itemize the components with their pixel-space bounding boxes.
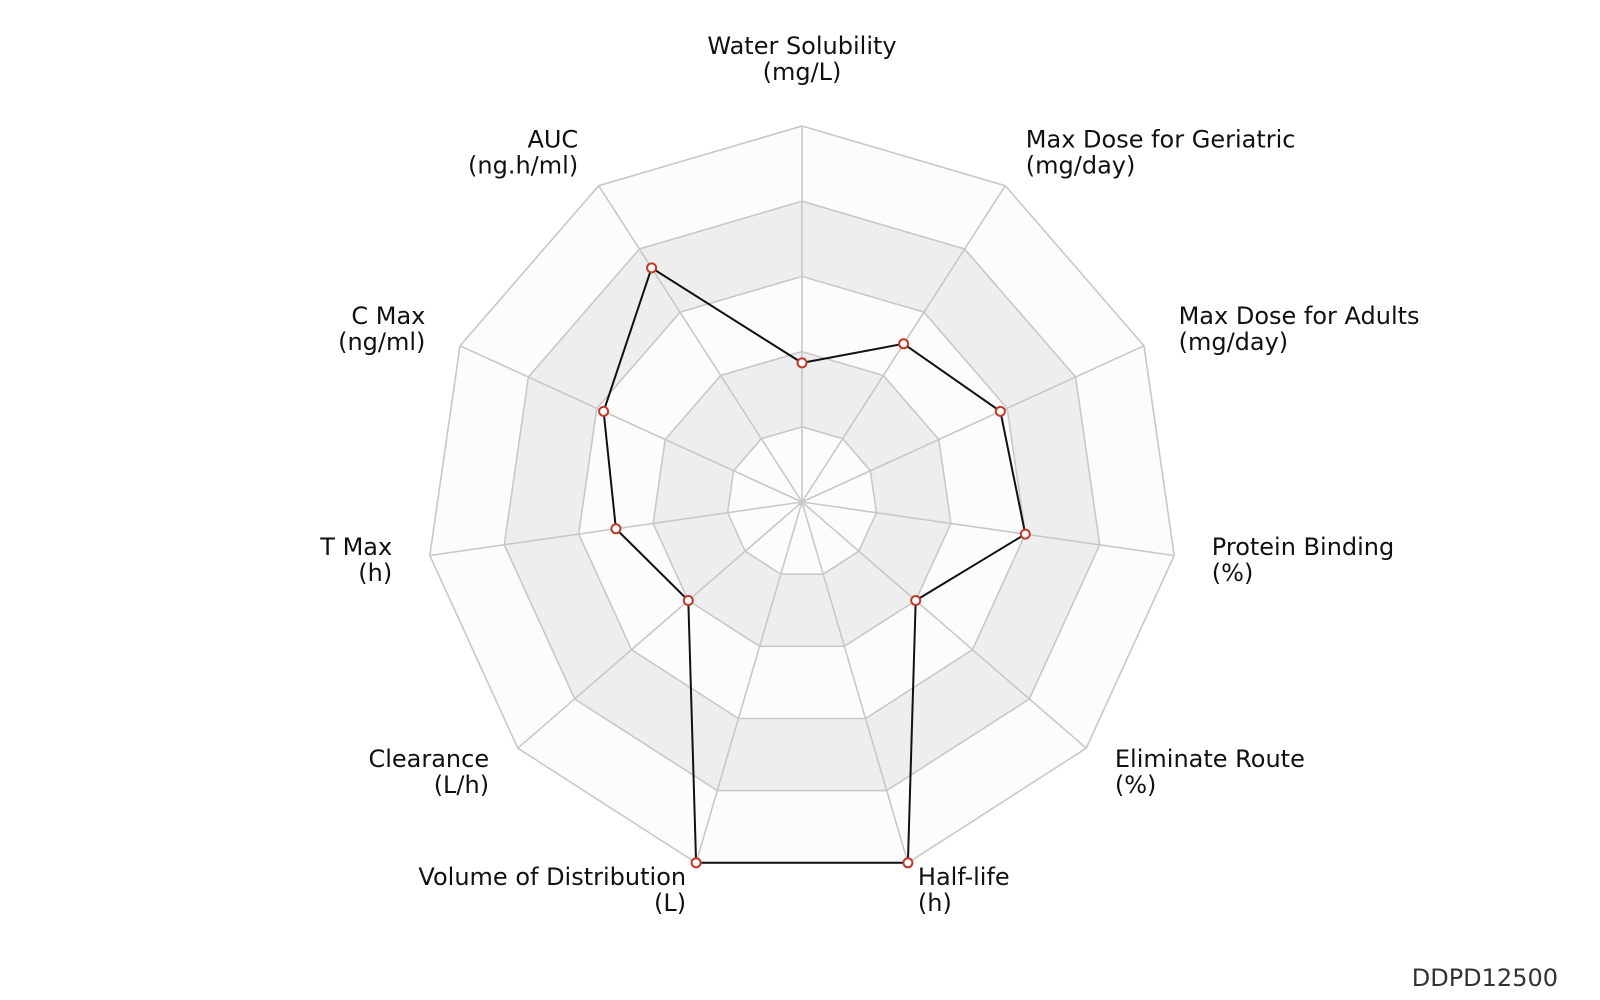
axis-spoke: [598, 185, 803, 503]
axis-label-name: C Max: [351, 302, 425, 330]
axis-spoke: [801, 501, 1087, 749]
radar-axis-labels: Water Solubility(mg/L) Max Dose for Geria…: [319, 32, 1419, 917]
axis-label-name: Max Dose for Adults: [1179, 302, 1420, 330]
axis-spoke: [517, 501, 803, 749]
data-point: [902, 857, 914, 869]
axis-label-name: Max Dose for Geriatric: [1026, 126, 1296, 154]
axis-label-unit: (ng.h/ml): [468, 152, 578, 180]
axis-label-name: Protein Binding: [1212, 533, 1394, 561]
axis-label-unit: (%): [1212, 559, 1254, 587]
axis-label-name: Half-life: [918, 863, 1010, 891]
axis-label-name: AUC: [527, 126, 578, 154]
axis-spoke: [695, 501, 803, 864]
data-point: [910, 595, 922, 606]
axis-label-unit: (L): [654, 889, 686, 917]
axis-label-unit: (mg/day): [1026, 152, 1136, 180]
data-point: [898, 338, 910, 350]
axis-spoke: [801, 345, 1145, 503]
axis-label-unit: (h): [918, 889, 952, 917]
data-point: [598, 405, 610, 417]
axis-spoke: [459, 345, 803, 503]
axis-label-unit: (mg/L): [763, 58, 842, 86]
data-point: [1019, 528, 1031, 540]
axis-label-unit: (L/h): [434, 771, 489, 799]
axis-spoke: [801, 501, 909, 864]
data-point: [646, 262, 658, 274]
data-point: [796, 357, 808, 369]
axis-label-name: T Max: [319, 533, 392, 561]
radar-series: [598, 262, 1031, 869]
data-point: [690, 857, 702, 869]
axis-label-unit: (%): [1115, 771, 1157, 799]
series-line: [602, 266, 1027, 864]
chart-id-label: DDPD12500: [1411, 964, 1558, 992]
axis-label-name: Eliminate Route: [1115, 745, 1305, 773]
axis-label-unit: (h): [358, 559, 392, 587]
data-point: [682, 595, 694, 606]
axis-label-name: Water Solubility: [707, 32, 896, 60]
axis-label-unit: (ng/ml): [338, 328, 425, 356]
data-point: [610, 523, 622, 535]
axis-spoke: [801, 501, 1175, 557]
axis-label-name: Clearance: [368, 745, 489, 773]
axis-label-unit: (mg/day): [1179, 328, 1289, 356]
data-point: [994, 405, 1006, 417]
axis-label-name: Volume of Distribution: [418, 863, 686, 891]
